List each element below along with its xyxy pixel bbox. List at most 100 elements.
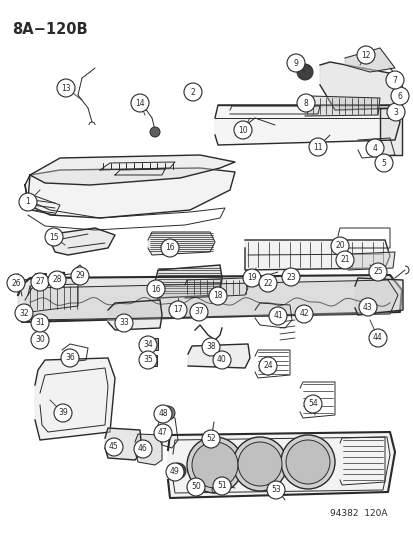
Circle shape (166, 463, 183, 481)
Text: 45: 45 (109, 442, 119, 451)
Polygon shape (105, 428, 142, 460)
Text: 48: 48 (158, 409, 167, 418)
Polygon shape (135, 434, 161, 465)
Circle shape (115, 314, 133, 332)
Ellipse shape (187, 437, 242, 493)
Ellipse shape (237, 442, 281, 486)
Circle shape (281, 268, 299, 286)
Text: 36: 36 (65, 353, 75, 362)
Circle shape (374, 154, 392, 172)
Text: 12: 12 (361, 51, 370, 60)
Bar (142, 338, 158, 350)
Polygon shape (25, 168, 235, 218)
Circle shape (7, 274, 25, 292)
Polygon shape (188, 344, 249, 368)
Text: 8: 8 (303, 99, 308, 108)
Circle shape (368, 263, 386, 281)
Text: 1: 1 (26, 198, 30, 206)
Circle shape (308, 138, 326, 156)
Circle shape (296, 94, 314, 112)
Text: 3: 3 (393, 108, 397, 117)
Ellipse shape (233, 437, 286, 491)
Circle shape (202, 430, 219, 448)
Circle shape (71, 267, 89, 285)
Text: 47: 47 (158, 429, 167, 438)
Text: 2: 2 (190, 87, 195, 96)
Text: 19: 19 (247, 273, 256, 282)
Text: 54: 54 (307, 400, 317, 408)
Polygon shape (168, 432, 394, 498)
Circle shape (105, 438, 123, 456)
Circle shape (209, 287, 226, 305)
Circle shape (31, 331, 49, 349)
Text: 24: 24 (263, 361, 272, 370)
Text: 40: 40 (216, 356, 226, 365)
Circle shape (57, 79, 75, 97)
Circle shape (31, 273, 49, 291)
Text: 53: 53 (271, 486, 280, 495)
Circle shape (147, 280, 165, 298)
Polygon shape (347, 252, 394, 270)
Text: 46: 46 (138, 445, 147, 454)
Text: 52: 52 (206, 434, 215, 443)
Text: 51: 51 (217, 481, 226, 490)
Text: 4: 4 (372, 143, 377, 152)
Text: 42: 42 (299, 310, 308, 319)
Circle shape (303, 395, 321, 413)
Text: 17: 17 (173, 305, 183, 314)
Text: 49: 49 (170, 467, 179, 477)
Circle shape (242, 269, 260, 287)
Polygon shape (30, 155, 235, 185)
Circle shape (170, 463, 185, 479)
Circle shape (212, 477, 230, 495)
Polygon shape (244, 240, 389, 270)
Circle shape (368, 329, 386, 347)
Text: 18: 18 (213, 292, 222, 301)
Text: 33: 33 (119, 319, 128, 327)
Circle shape (390, 87, 408, 105)
Circle shape (385, 71, 403, 89)
Text: 23: 23 (285, 272, 295, 281)
Polygon shape (319, 62, 399, 110)
Text: 26: 26 (11, 279, 21, 287)
Text: 34: 34 (143, 341, 152, 350)
Text: 15: 15 (49, 232, 59, 241)
Circle shape (169, 301, 187, 319)
Text: 32: 32 (19, 309, 29, 318)
Circle shape (294, 305, 312, 323)
Ellipse shape (192, 442, 237, 488)
Text: 44: 44 (372, 334, 382, 343)
Circle shape (150, 127, 159, 137)
Text: 35: 35 (143, 356, 152, 365)
Circle shape (19, 193, 37, 211)
Polygon shape (147, 232, 214, 255)
Polygon shape (35, 358, 115, 440)
Circle shape (161, 406, 175, 420)
Circle shape (335, 251, 353, 269)
Circle shape (330, 237, 348, 255)
Text: 10: 10 (237, 125, 247, 134)
Text: 28: 28 (52, 276, 62, 285)
Text: 6: 6 (396, 92, 401, 101)
Text: 38: 38 (206, 343, 215, 351)
Circle shape (31, 314, 49, 332)
Text: 7: 7 (392, 76, 396, 85)
Text: 50: 50 (191, 482, 200, 491)
Text: 30: 30 (35, 335, 45, 344)
Text: 20: 20 (335, 241, 344, 251)
Circle shape (266, 481, 284, 499)
Text: 43: 43 (362, 303, 372, 311)
Polygon shape (108, 300, 161, 330)
Polygon shape (18, 275, 401, 322)
Circle shape (131, 94, 149, 112)
Text: 11: 11 (313, 142, 322, 151)
Circle shape (212, 351, 230, 369)
Circle shape (358, 298, 376, 316)
Polygon shape (214, 105, 399, 145)
Circle shape (139, 351, 157, 369)
Text: 13: 13 (61, 84, 71, 93)
Ellipse shape (285, 440, 329, 484)
Circle shape (15, 304, 33, 322)
Text: 21: 21 (339, 255, 349, 264)
Circle shape (161, 239, 178, 257)
